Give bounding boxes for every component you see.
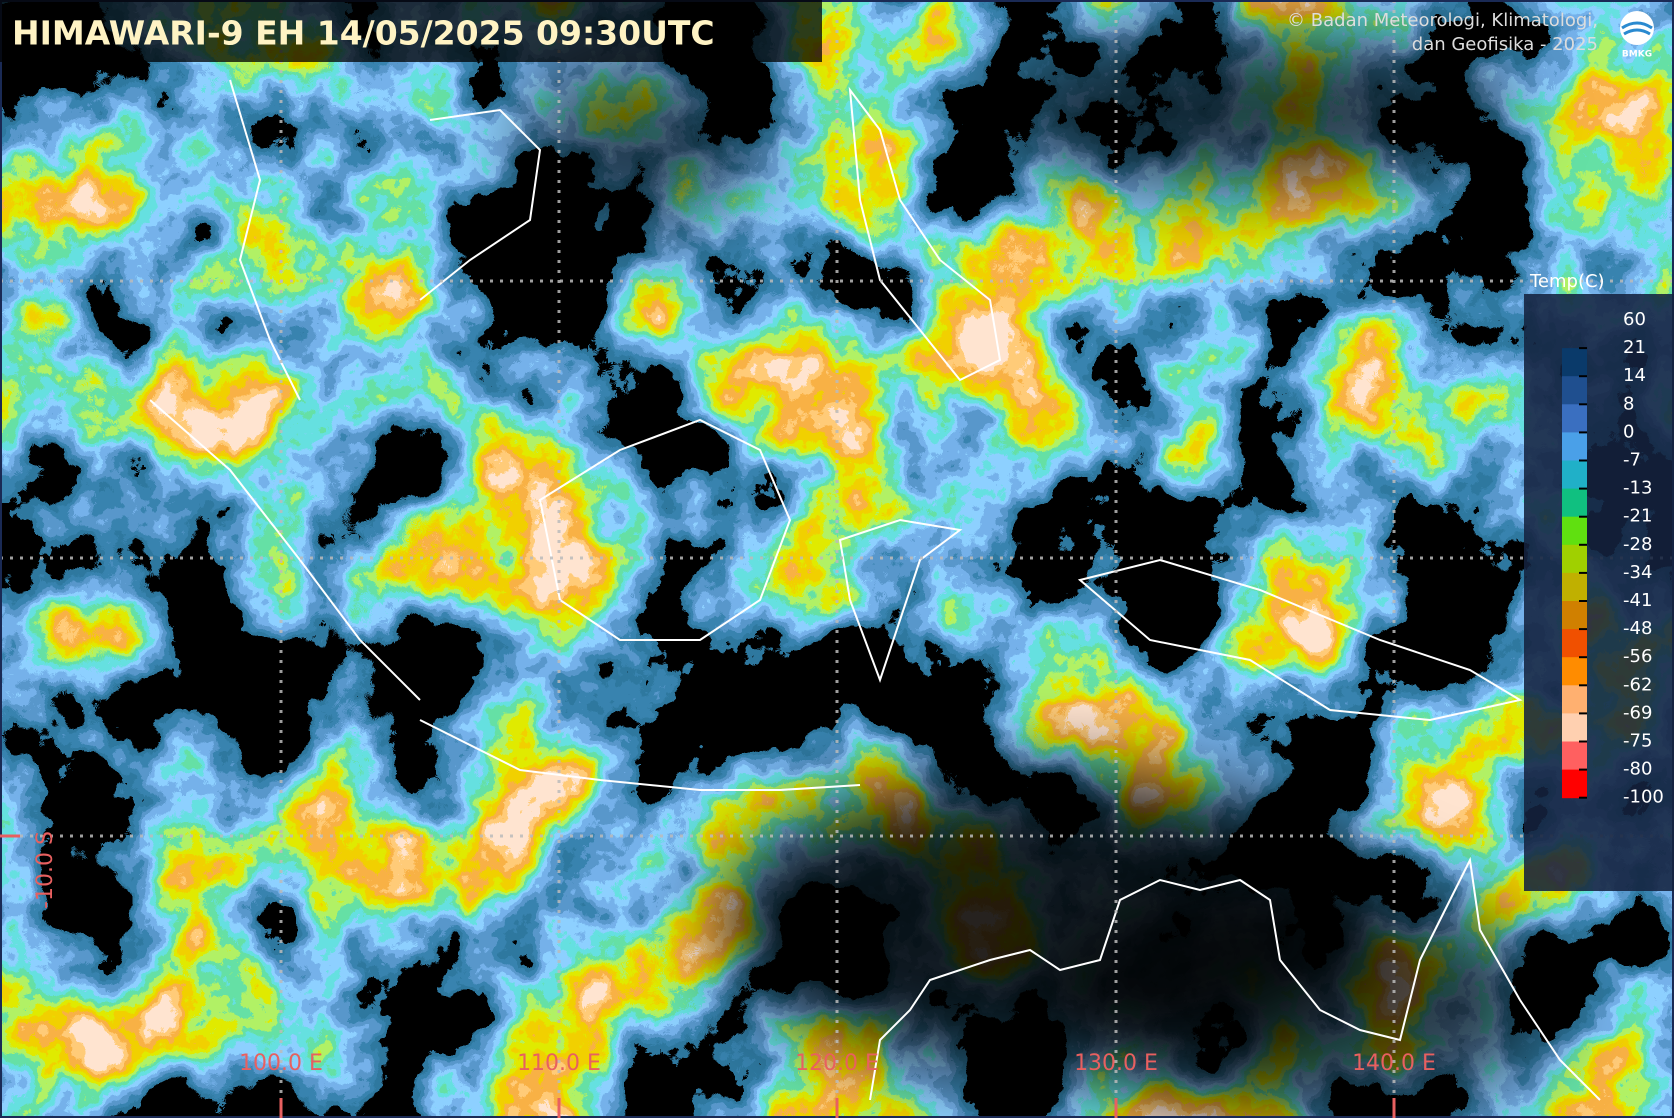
title: HIMAWARI-9 EH 14/05/2025 09:30UTC [12,14,715,53]
legend-swatch [1562,657,1587,686]
legend-title: Temp(C) [1529,271,1605,292]
legend-swatch [1562,713,1587,742]
legend-label: -13 [1623,478,1652,499]
legend-swatch [1562,348,1587,377]
legend-label: -56 [1623,646,1652,667]
legend-swatch [1562,460,1587,490]
title-bar [0,0,822,62]
legend-label: -69 [1623,702,1652,723]
legend-label: -28 [1623,534,1652,555]
logo-circle [1620,11,1654,45]
legend-swatch [1562,544,1587,574]
legend-swatch [1562,685,1587,714]
legend-swatch [1562,741,1587,771]
longitude-label: 120.0 E [795,1051,879,1076]
latitude-label: -10.0 S [33,831,58,909]
legend-label: -75 [1623,731,1652,752]
legend-label: -7 [1623,450,1641,471]
legend-label: -100 [1623,787,1664,808]
logo-text: BMKG [1622,50,1652,60]
longitude-label: 110.0 E [517,1051,601,1076]
legend-swatch [1562,601,1587,630]
legend-swatch [1562,516,1587,546]
legend-panel [1524,294,1674,891]
legend-label: 14 [1623,365,1646,386]
coastlines [149,79,1601,1101]
legend: 60 21 14 8 0 -7 -13 -21 -28 -34 -41 -48 -56 -62 -69 -75… [1562,309,1664,808]
legend-swatch [1562,376,1587,405]
legend-label: -48 [1623,618,1652,639]
legend-label: -21 [1623,506,1652,527]
legend-label: 0 [1623,421,1634,442]
legend-label: 21 [1623,337,1646,358]
legend-label: -34 [1623,562,1652,583]
legend-swatch [1562,432,1587,461]
clear-sky-areas [520,30,1550,1118]
credit-line: dan Geofisika - 2025 [1412,34,1598,55]
logo-mark [1621,21,1653,36]
longitude-label: 140.0 E [1352,1051,1436,1076]
longitude-label: 100.0 E [239,1051,323,1076]
longitude-label: 130.0 E [1074,1051,1158,1076]
legend-label: 60 [1623,309,1646,330]
legend-swatch [1562,572,1587,602]
legend-swatch [1562,404,1587,433]
legend-label: 8 [1623,393,1634,414]
legend-label: -41 [1623,590,1652,611]
grid-labels: 100.0 E 110.0 E 120.0 E 130.0 E 140.0 E -10.0… [0,831,1436,1118]
legend-swatch [1562,769,1587,799]
legend-label: -80 [1623,759,1652,780]
legend-swatch [1562,488,1587,518]
legend-swatch [1562,629,1587,658]
credit-line: © Badan Meteorologi, Klimatologi, [1287,10,1598,31]
legend-label: -62 [1623,674,1652,695]
